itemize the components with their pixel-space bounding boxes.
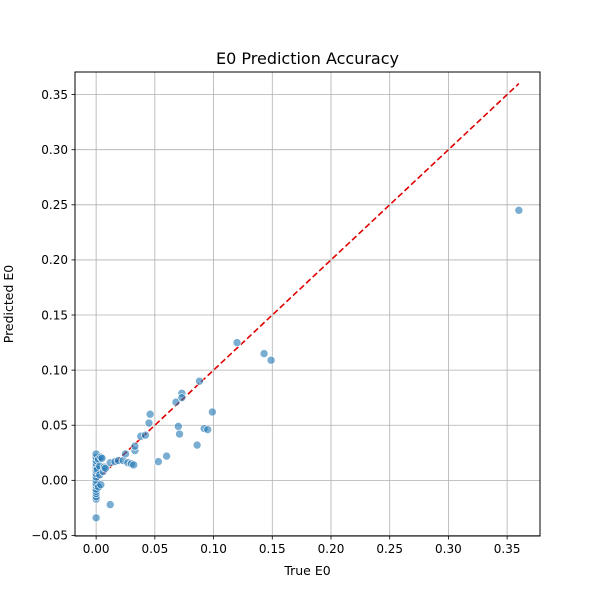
x-tick-label: 0.30 [435,542,462,556]
data-point [141,430,150,440]
x-tick-label: 0.05 [141,542,168,556]
data-points [91,206,524,523]
data-point [192,440,202,450]
data-point [175,429,184,439]
y-tick-label: 0.15 [41,308,68,322]
y-tick-label: 0.25 [41,198,68,212]
data-point [105,500,115,509]
data-point [232,338,242,347]
data-point [174,422,183,431]
data-point [129,460,139,470]
x-tick-label: 0.00 [83,542,110,556]
data-point [203,425,212,434]
data-point [171,397,181,407]
x-tick-label: 0.15 [259,542,286,556]
y-tick-label: 0.05 [41,419,68,433]
data-point [259,349,269,358]
data-point [208,407,217,417]
data-point [514,206,524,215]
x-tick-label: 0.35 [494,542,521,556]
x-tick-label: 0.25 [376,542,403,556]
data-point [145,409,155,419]
data-point [101,463,110,473]
y-tick-label: 0.10 [41,363,68,377]
reference-line [95,82,520,481]
y-axis-ticks: −0.05 0.00 0.05 0.10 0.15 0.20 0.25 0.30 0.35 [31,88,75,543]
x-axis-ticks: 0.00 0.05 0.10 0.15 0.20 0.25 0.30 0.35 [83,536,521,556]
data-point [154,457,163,466]
y-tick-label: 0.35 [41,88,68,102]
data-point [162,451,171,461]
data-point [177,393,187,402]
data-point [195,376,204,386]
plot-frame [74,71,541,537]
x-tick-label: 0.10 [200,542,227,556]
data-point [144,418,154,428]
data-point [130,441,140,451]
y-tick-label: 0.00 [41,474,68,488]
y-tick-label: −0.05 [31,529,68,543]
data-point [97,453,107,463]
x-tick-label: 0.20 [318,542,345,556]
reference-line-group [95,82,520,481]
x-axis-label: True E0 [283,563,330,578]
y-tick-label: 0.30 [41,143,68,157]
data-point [121,449,130,459]
chart-title: E0 Prediction Accuracy [216,49,399,68]
data-point [266,355,276,365]
y-tick-label: 0.20 [41,253,68,267]
data-point [91,513,101,523]
data-point [96,480,106,490]
y-axis-label: Predicted E0 [1,265,16,344]
